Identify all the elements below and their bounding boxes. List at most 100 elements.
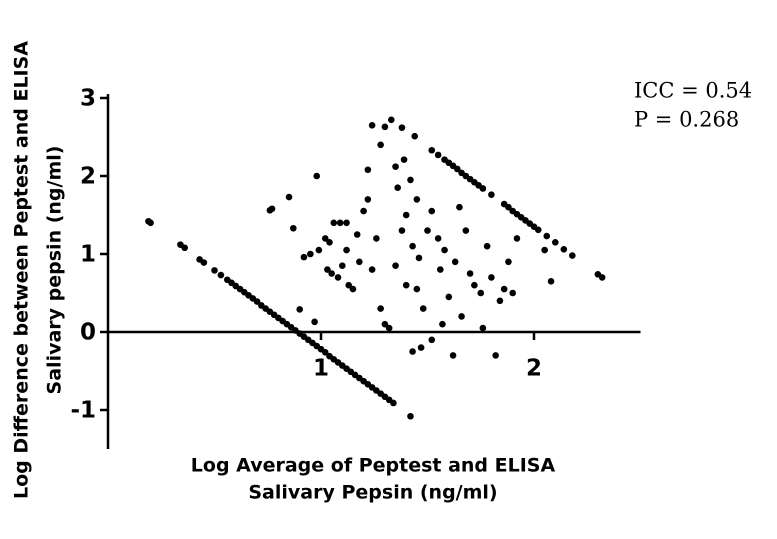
- point: [409, 348, 416, 355]
- x-axis-label: Salivary Pepsin (ng/ml): [248, 482, 497, 504]
- point: [324, 266, 331, 273]
- point: [513, 235, 521, 242]
- y-axis-label: Log Difference between Peptest and ELISA: [11, 41, 33, 499]
- point: [500, 285, 508, 293]
- point: [598, 274, 606, 281]
- point: [417, 344, 425, 351]
- point: [353, 231, 361, 238]
- point: [434, 235, 442, 242]
- point: [356, 258, 363, 266]
- point: [373, 235, 380, 242]
- point: [445, 293, 453, 301]
- point: [377, 305, 384, 312]
- point: [509, 289, 516, 297]
- point: [368, 122, 376, 129]
- point: [428, 207, 436, 215]
- point: [300, 253, 308, 261]
- point: [534, 226, 542, 234]
- point: [454, 165, 461, 173]
- point: [330, 219, 338, 227]
- point: [496, 297, 504, 305]
- point: [364, 166, 372, 174]
- point: [307, 250, 314, 258]
- point: [471, 281, 478, 289]
- point: [381, 320, 389, 328]
- point: [428, 336, 436, 344]
- point: [541, 246, 548, 254]
- point: [313, 172, 321, 180]
- point: [483, 242, 491, 250]
- point: [451, 258, 459, 266]
- x-axis-label: Log Average of Peptest and ELISA: [191, 455, 556, 477]
- y-axis-label: Salivary pepsin (ng/ml): [44, 146, 66, 395]
- point: [543, 232, 551, 240]
- point: [339, 262, 346, 270]
- point: [368, 266, 376, 273]
- point: [400, 156, 408, 163]
- point: [560, 246, 568, 253]
- point: [547, 278, 555, 285]
- point: [296, 306, 304, 313]
- point: [398, 124, 406, 131]
- point: [268, 205, 276, 213]
- point: [343, 246, 350, 254]
- point: [449, 352, 457, 359]
- point: [402, 281, 410, 289]
- point: [315, 246, 323, 254]
- point: [290, 224, 297, 232]
- point: [349, 285, 357, 293]
- point: [439, 320, 446, 328]
- point: [428, 146, 436, 154]
- point: [147, 219, 154, 227]
- point: [326, 239, 333, 246]
- x-tick-label: 1: [313, 356, 329, 382]
- point: [394, 184, 401, 191]
- x-tick-label: 2: [526, 356, 542, 382]
- y-tick-label: 0: [80, 320, 96, 346]
- point: [181, 244, 188, 252]
- point: [343, 219, 350, 227]
- point: [413, 285, 421, 293]
- point: [479, 185, 487, 192]
- point: [381, 123, 389, 131]
- point: [569, 252, 576, 259]
- point: [552, 239, 559, 246]
- point: [377, 141, 384, 149]
- point: [411, 132, 419, 140]
- point: [456, 203, 463, 211]
- point: [441, 246, 448, 254]
- point: [390, 399, 397, 407]
- point: [211, 267, 218, 274]
- point: [364, 196, 372, 203]
- point: [392, 262, 399, 270]
- point: [360, 207, 367, 215]
- y-tick-label: 2: [80, 164, 96, 190]
- point: [334, 274, 342, 281]
- point: [434, 151, 442, 159]
- point: [505, 203, 512, 211]
- point: [345, 281, 352, 289]
- point: [466, 270, 474, 277]
- point: [492, 352, 499, 359]
- point: [407, 176, 414, 184]
- point: [458, 313, 465, 320]
- point: [488, 274, 495, 281]
- point: [436, 266, 444, 273]
- point: [409, 242, 416, 250]
- point: [200, 259, 208, 266]
- y-tick-label: -1: [70, 398, 96, 424]
- point: [321, 348, 329, 356]
- point: [424, 227, 431, 234]
- point: [477, 289, 485, 297]
- y-tick-label: 1: [80, 242, 96, 268]
- point: [419, 305, 427, 312]
- point: [285, 193, 293, 201]
- point: [413, 196, 421, 203]
- annotation: P = 0.268: [634, 108, 739, 132]
- point: [385, 324, 393, 332]
- point: [387, 116, 395, 124]
- point: [321, 235, 329, 242]
- point: [462, 227, 470, 234]
- point: [336, 219, 344, 227]
